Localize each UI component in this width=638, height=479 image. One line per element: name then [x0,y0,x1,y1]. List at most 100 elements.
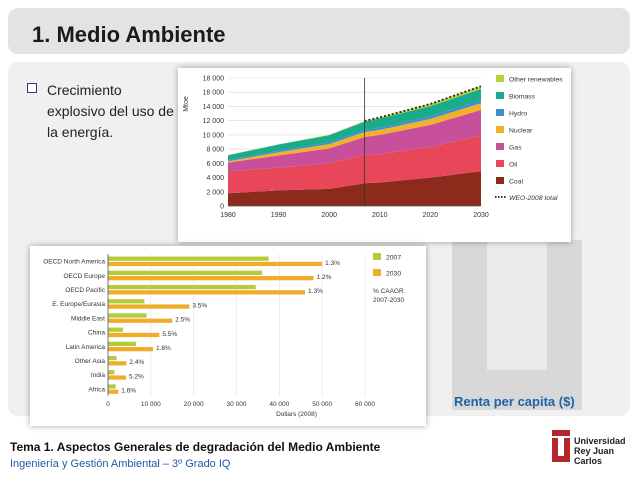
y-tick-label: 0 [220,204,224,211]
x-tick-label: 10 000 [141,401,161,408]
legend-label-biomass: Biomass [509,94,536,101]
growth-annotation: 1.6% [121,388,136,395]
x-tick-label: 40 000 [269,401,289,408]
legend-note-0: % CAAGR [373,288,404,295]
bar-2007-other-asia [108,355,117,361]
footer-title: Tema 1. Aspectos Generales de degradació… [10,440,381,454]
university-logo-icon [552,430,570,462]
bar-2030-oecd-north-america [108,261,323,267]
growth-annotation: 1.8% [156,345,171,352]
category-label: Middle East [71,315,105,322]
bar-2030-oecd-europe [108,276,314,281]
x-tick-label: 0 [106,401,110,408]
bar-2007-china [108,327,123,332]
growth-annotation: 1.3% [308,288,323,295]
bar-2007-middle-east [108,313,147,318]
area-biomass [228,89,481,161]
growth-annotation: 1.2% [317,274,332,281]
legend-label-nuclear: Nuclear [509,128,533,135]
bar-2030-latin-america [108,347,153,352]
x-tick-label: 2020 [423,212,439,219]
x-axis-label: Dollars (2008) [276,411,317,418]
y-tick-label: 14 000 [203,104,225,111]
category-label: OECD Europe [63,273,105,280]
logo-wordmark: Universidad Rey Juan Carlos [574,436,638,466]
category-label: Other Asia [75,358,106,365]
x-tick-label: 2000 [321,212,337,219]
legend-label-hydro: Hydro [509,111,527,118]
legend-swatch-oil [496,160,504,167]
y-tick-label: 18 000 [203,76,225,83]
energy-demand-svg: Mtoe 0 2 000 4 000 6 000 8 000 10 000 12 000 14 … [183,75,563,219]
bar-2030-middle-east [108,318,173,323]
growth-annotation: 2.4% [129,359,144,366]
area-coal [228,171,481,206]
title-bar: 1. Medio Ambiente [8,8,630,54]
growth-annotation: 2.5% [175,317,190,324]
legend-label-coal: Coal [509,179,523,186]
total-dotted-line [364,85,482,122]
growth-annotation: 5.2% [129,373,144,380]
y-axis-label: Mtoe [183,96,190,112]
legend-label-gas: Gas [509,145,522,152]
category-label: India [91,372,105,379]
caption-renta: Renta per capita ($) [454,394,575,409]
legend-swatch-2007 [373,253,381,260]
bar-2007-africa [108,384,116,389]
bar-2007-india [108,370,115,375]
category-label: OECD Pacific [65,287,105,294]
y-tick-label: 6 000 [206,161,224,168]
category-label: Africa [88,386,105,393]
y-tick-label: 4 000 [206,175,224,182]
category-label: Latin America [66,344,106,351]
bar-2007-oecd-pacific [108,284,256,290]
x-tick-label: 1980 [220,212,236,219]
logo-line-2: Rey Juan Carlos [574,446,615,466]
legend-note-1: 2007-2030 [373,297,404,304]
y-tick-label: 16 000 [203,90,225,97]
area-oil [228,135,481,194]
legend-label-oil: Oil [509,162,518,169]
bar-2007-oecd-europe [108,270,263,276]
y-tick-label: 10 000 [203,132,225,139]
income-per-capita-svg: 0 10 000 20 000 30 000 40 000 50 000 60 000 Dol… [43,253,404,418]
x-tick-label: 1990 [271,212,287,219]
legend-swatch-2030 [373,269,381,276]
energy-demand-chart: Mtoe 0 2 000 4 000 6 000 8 000 10 000 12 000 14 … [178,68,571,242]
growth-annotation: 1.3% [325,260,340,267]
legend-label-other-renewables: Other renewables [509,77,563,84]
bullet-square-icon [27,83,37,93]
x-tick-label: 20 000 [184,401,204,408]
footer-subtitle: Ingeniería y Gestión Ambiental – 3º Grad… [10,458,231,470]
x-tick-label: 2030 [473,212,489,219]
income-per-capita-chart: 0 10 000 20 000 30 000 40 000 50 000 60 000 Dol… [30,246,426,426]
growth-annotation: 5.5% [162,331,177,338]
x-tick-label: 60 000 [355,401,375,408]
legend-swatch-gas [496,143,504,150]
area-gas [228,110,481,172]
category-label: China [88,330,105,337]
legend-label-total: WEO-2008 total [509,195,558,202]
bar-2030-oecd-pacific [108,290,306,295]
legend-swatch-other-renewables [496,75,504,82]
category-label: OECD North America [43,259,105,266]
legend-swatch-coal [496,177,504,184]
bar-2030-e-europe-eurasia [108,304,190,309]
legend-swatch-biomass [496,92,504,99]
legend-swatch-nuclear [496,126,504,133]
bar-2007-e-europe-eurasia [108,299,145,304]
bar-2030-china [108,332,160,338]
x-tick-label: 30 000 [227,401,247,408]
bullet-text: Crecimiento explosivo del uso de la ener… [47,82,174,140]
legend-swatch-hydro [496,109,504,116]
bar-2030-india [108,375,126,380]
y-tick-label: 2 000 [206,189,224,196]
logo-line-1: Universidad [574,436,626,446]
slide-title: 1. Medio Ambiente [32,22,226,47]
legend-label-2030: 2030 [386,271,401,278]
bar-2030-africa [108,389,119,394]
x-tick-label: 2010 [372,212,388,219]
bar-2007-oecd-north-america [108,256,269,261]
x-tick-label: 50 000 [312,401,332,408]
legend-label-2007: 2007 [386,255,401,262]
